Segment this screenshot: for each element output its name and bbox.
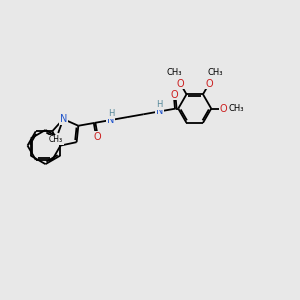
Text: CH₃: CH₃ <box>167 68 182 77</box>
Text: N: N <box>60 114 67 124</box>
Text: O: O <box>176 79 184 88</box>
Text: CH₃: CH₃ <box>208 68 223 77</box>
Text: O: O <box>171 90 178 100</box>
Text: O: O <box>205 79 213 88</box>
Text: O: O <box>220 103 227 114</box>
Text: H: H <box>108 109 114 118</box>
Text: CH₃: CH₃ <box>228 104 244 113</box>
Text: H: H <box>156 100 163 109</box>
Text: CH₃: CH₃ <box>49 135 63 144</box>
Text: O: O <box>93 132 101 142</box>
Text: N: N <box>156 106 163 116</box>
Text: N: N <box>107 115 115 125</box>
